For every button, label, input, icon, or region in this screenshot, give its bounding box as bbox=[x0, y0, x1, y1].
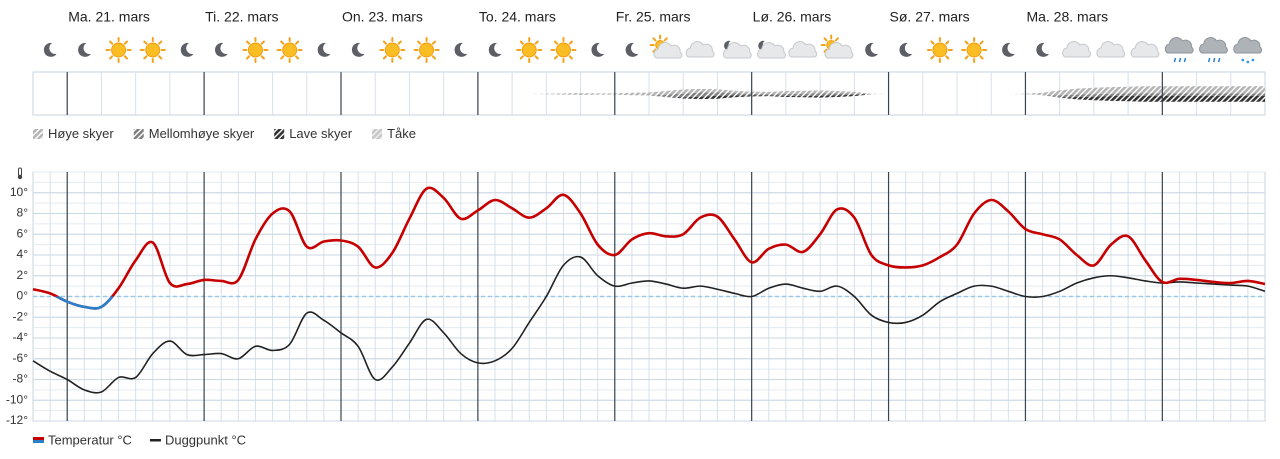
legend-swatch bbox=[274, 129, 285, 139]
legend-label: Tåke bbox=[387, 126, 416, 141]
weather-icons bbox=[43, 34, 1263, 64]
y-tick-label: 0° bbox=[17, 289, 29, 303]
weather-icon bbox=[379, 37, 406, 63]
y-tick-label: -10° bbox=[6, 392, 28, 406]
weather-icon bbox=[78, 42, 91, 57]
y-tick-label: -2° bbox=[13, 309, 29, 323]
weather-icon bbox=[653, 42, 683, 59]
weather-icon bbox=[43, 42, 57, 57]
legend-swatch bbox=[33, 437, 44, 443]
y-tick-label: 10° bbox=[10, 185, 28, 199]
weather-icon bbox=[1164, 37, 1194, 63]
y-tick-label: -6° bbox=[13, 351, 29, 365]
cloud-layer bbox=[33, 86, 1265, 96]
day-label: Sø. 27. mars bbox=[890, 9, 970, 25]
legend-label: Duggpunkt °C bbox=[165, 432, 246, 447]
legend-label: Mellomhøye skyer bbox=[149, 126, 255, 141]
weather-icon bbox=[276, 37, 303, 63]
weather-icon bbox=[454, 42, 468, 57]
weather-icon bbox=[899, 42, 913, 57]
weather-icon bbox=[1233, 37, 1263, 64]
legend-label: Høye skyer bbox=[48, 126, 114, 141]
weather-icon bbox=[1096, 41, 1126, 58]
day-label: Lø. 26. mars bbox=[753, 9, 832, 25]
weather-icon bbox=[105, 37, 132, 63]
dewpoint-line bbox=[32, 255, 1266, 394]
legend-label: Lave skyer bbox=[289, 126, 353, 141]
legend-swatch bbox=[372, 129, 383, 139]
weather-icon bbox=[788, 41, 818, 58]
weather-icon bbox=[180, 42, 194, 57]
weather-icon bbox=[1130, 41, 1160, 58]
thermometer-icon bbox=[17, 167, 23, 180]
weather-icon bbox=[351, 42, 365, 57]
weather-icon bbox=[1062, 41, 1091, 58]
y-tick-label: 4° bbox=[17, 247, 29, 261]
day-label: On. 23. mars bbox=[342, 9, 423, 25]
weather-icon bbox=[685, 41, 715, 58]
legend-swatch bbox=[133, 129, 144, 139]
weather-icon bbox=[961, 37, 988, 63]
weather-icon bbox=[865, 42, 878, 57]
legend-swatch bbox=[149, 439, 161, 442]
weather-icon bbox=[1199, 37, 1228, 63]
weather-icon bbox=[591, 42, 605, 57]
weather-icon bbox=[488, 42, 502, 57]
cloud-layer bbox=[33, 94, 1265, 102]
day-label: Fr. 25. mars bbox=[616, 9, 691, 25]
y-tick-label: -12° bbox=[6, 413, 28, 427]
weather-icon bbox=[242, 37, 269, 63]
weather-icon bbox=[516, 37, 543, 63]
weather-icon bbox=[413, 37, 440, 63]
y-tick-label: 2° bbox=[17, 268, 29, 282]
weather-icon bbox=[214, 42, 228, 57]
weather-icon bbox=[1036, 42, 1050, 57]
day-label: Ma. 28. mars bbox=[1026, 9, 1108, 25]
weather-icon bbox=[139, 37, 166, 63]
legend-label: Temperatur °C bbox=[48, 432, 132, 447]
day-label: Ti. 22. mars bbox=[205, 9, 278, 25]
day-label: To. 24. mars bbox=[479, 9, 556, 25]
day-label: Ma. 21. mars bbox=[68, 9, 150, 25]
weather-icon bbox=[550, 37, 577, 63]
weather-icon bbox=[757, 42, 786, 59]
y-tick-label: -8° bbox=[13, 372, 29, 386]
weather-icon bbox=[1002, 42, 1015, 57]
weather-icon bbox=[625, 42, 639, 57]
y-tick-label: 6° bbox=[17, 226, 29, 240]
weather-icon bbox=[824, 42, 854, 59]
y-tick-label: 8° bbox=[17, 206, 29, 220]
weather-icon bbox=[926, 37, 953, 63]
legend-swatch bbox=[33, 129, 43, 139]
weather-icon bbox=[722, 42, 752, 59]
temperature-line bbox=[32, 186, 1266, 310]
y-tick-label: -4° bbox=[13, 330, 29, 344]
weather-icon bbox=[317, 42, 331, 57]
